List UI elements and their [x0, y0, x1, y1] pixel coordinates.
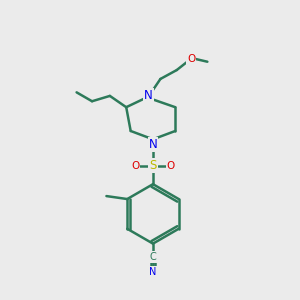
Text: N: N — [149, 267, 157, 277]
Text: O: O — [131, 161, 139, 171]
Text: S: S — [149, 159, 157, 172]
Text: O: O — [187, 54, 195, 64]
Text: N: N — [144, 89, 153, 102]
Text: C: C — [150, 252, 156, 262]
Text: N: N — [148, 138, 157, 151]
Text: O: O — [167, 161, 175, 171]
